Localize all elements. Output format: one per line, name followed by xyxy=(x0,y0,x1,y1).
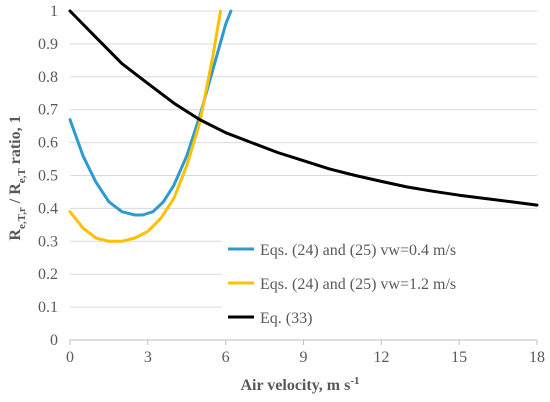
y-tick-label: 1 xyxy=(50,3,58,20)
y-axis-title-r1: R xyxy=(7,229,24,241)
series-line-2 xyxy=(68,9,222,243)
y-tick-label: 0.2 xyxy=(38,266,58,283)
legend-label-series-1: Eqs. (24) and (25) vw=0.4 m/s xyxy=(260,242,456,259)
grid-lines xyxy=(70,10,537,308)
legend-label-series-2: Eqs. (24) and (25) vw=1.2 m/s xyxy=(260,276,456,293)
y-tick-label: 0.4 xyxy=(38,200,58,217)
y-tick-label: 0.6 xyxy=(38,135,58,152)
y-tick-label: 0.3 xyxy=(38,233,58,250)
y-tick-label: 0.5 xyxy=(38,168,58,185)
series-line-1 xyxy=(68,9,233,217)
y-tick-label: 0.1 xyxy=(38,299,58,316)
legend: Eqs. (24) and (25) vw=0.4 m/s Eqs. (24) … xyxy=(222,226,540,334)
y-tick-label: 0.7 xyxy=(38,102,58,119)
y-tick-labels: 0 0.1 0.2 0.3 0.4 0.5 0.6 0.7 0.8 0.9 1 xyxy=(38,3,58,349)
x-tick-label: 6 xyxy=(222,349,230,366)
y-axis-title-sub1: e,T,r xyxy=(16,207,28,229)
y-axis-title-tail: ratio, 1 xyxy=(7,115,24,168)
legend-label-series-3: Eq. (33) xyxy=(260,310,312,327)
y-tick-label: 0 xyxy=(50,332,58,349)
y-axis-title-mid: / R xyxy=(7,183,24,207)
series-lines xyxy=(68,9,539,243)
x-tick-label: 12 xyxy=(373,349,389,366)
x-tick-label: 0 xyxy=(66,349,74,366)
y-axis-title-sub2: e,T xyxy=(16,168,28,184)
x-tick-label: 3 xyxy=(144,349,152,366)
y-axis-title: Re,T,r / Re,T ratio, 1 xyxy=(7,115,28,240)
x-tick-label: 15 xyxy=(451,349,467,366)
x-axis-title-main: Air velocity, m s xyxy=(240,377,350,394)
y-tick-label: 0.8 xyxy=(38,69,58,86)
series-line-3 xyxy=(68,9,539,207)
x-tick-label: 18 xyxy=(529,349,545,366)
axes xyxy=(69,339,538,345)
x-axis-title-superscript: -1 xyxy=(350,375,359,387)
x-tick-labels: 0 3 6 9 12 15 18 xyxy=(66,349,545,366)
y-tick-label: 0.9 xyxy=(38,36,58,53)
x-tick-label: 9 xyxy=(300,349,308,366)
legend-background xyxy=(222,226,540,334)
x-axis-title: Air velocity, m s-1 xyxy=(240,375,359,394)
